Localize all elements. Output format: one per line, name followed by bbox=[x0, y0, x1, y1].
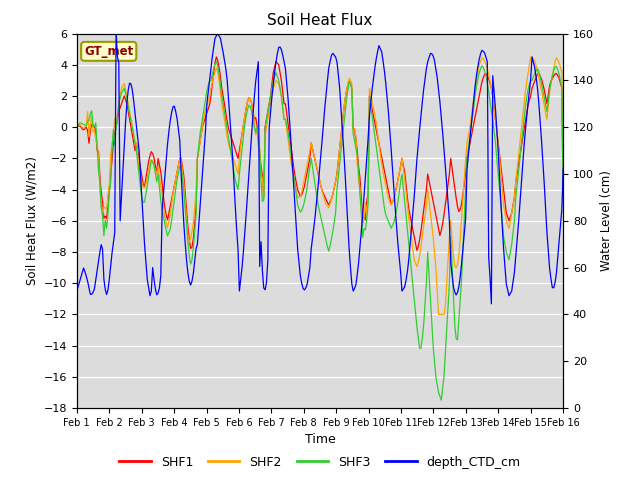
Line: SHF3: SHF3 bbox=[77, 61, 563, 400]
SHF2 bbox=[234, 171, 242, 177]
SHF1 bbox=[535, 71, 543, 77]
X-axis label: Time: Time bbox=[305, 433, 335, 446]
SHF3 bbox=[287, 150, 294, 156]
SHF3 bbox=[73, 124, 81, 130]
SHF1 bbox=[559, 196, 567, 202]
SHF1 bbox=[73, 124, 81, 130]
SHF1 bbox=[236, 148, 243, 154]
SHF3 bbox=[212, 59, 220, 64]
depth_CTD_cm bbox=[488, 301, 495, 307]
depth_CTD_cm bbox=[559, 166, 567, 171]
Line: SHF1: SHF1 bbox=[77, 57, 563, 250]
SHF2 bbox=[535, 74, 543, 80]
SHF1 bbox=[212, 54, 220, 60]
SHF1 bbox=[287, 143, 294, 148]
depth_CTD_cm bbox=[535, 100, 543, 106]
SHF3 bbox=[535, 69, 543, 74]
SHF1 bbox=[244, 99, 252, 105]
Y-axis label: Water Level (cm): Water Level (cm) bbox=[600, 170, 612, 271]
SHF3 bbox=[220, 101, 227, 107]
depth_CTD_cm bbox=[244, 191, 252, 197]
SHF2 bbox=[73, 124, 81, 130]
SHF2 bbox=[527, 54, 534, 60]
Text: GT_met: GT_met bbox=[84, 45, 133, 58]
SHF2 bbox=[132, 140, 140, 146]
SHF1 bbox=[132, 140, 140, 146]
depth_CTD_cm bbox=[73, 288, 81, 294]
SHF3 bbox=[132, 148, 140, 154]
depth_CTD_cm bbox=[112, 28, 120, 34]
depth_CTD_cm bbox=[220, 49, 227, 55]
SHF3 bbox=[236, 171, 243, 177]
Line: SHF2: SHF2 bbox=[77, 57, 563, 314]
SHF3 bbox=[559, 198, 567, 204]
SHF1 bbox=[220, 93, 227, 99]
SHF2 bbox=[243, 105, 250, 111]
depth_CTD_cm bbox=[287, 137, 294, 143]
SHF2 bbox=[218, 101, 226, 107]
depth_CTD_cm bbox=[236, 288, 243, 294]
Line: depth_CTD_cm: depth_CTD_cm bbox=[77, 31, 563, 304]
SHF2 bbox=[559, 181, 567, 187]
Legend: SHF1, SHF2, SHF3, depth_CTD_cm: SHF1, SHF2, SHF3, depth_CTD_cm bbox=[115, 451, 525, 474]
SHF1 bbox=[413, 247, 420, 253]
SHF3 bbox=[244, 107, 252, 112]
SHF3 bbox=[437, 397, 445, 403]
SHF2 bbox=[435, 312, 442, 317]
Y-axis label: Soil Heat Flux (W/m2): Soil Heat Flux (W/m2) bbox=[25, 156, 38, 285]
Title: Soil Heat Flux: Soil Heat Flux bbox=[268, 13, 372, 28]
depth_CTD_cm bbox=[134, 136, 141, 142]
SHF2 bbox=[285, 148, 293, 154]
